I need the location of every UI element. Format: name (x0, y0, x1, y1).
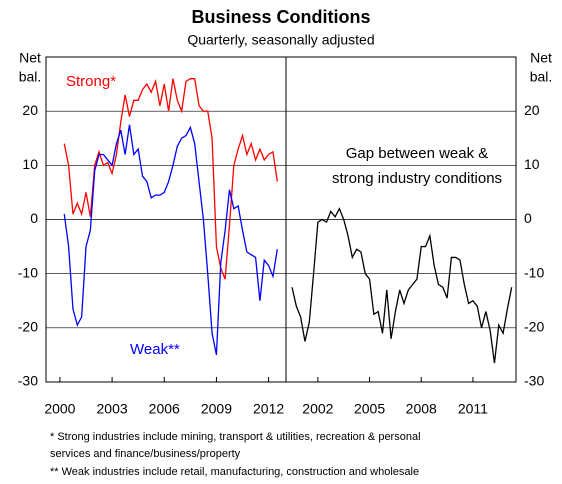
plot-frame (45, 56, 517, 383)
annotation: strong industry conditions (332, 170, 502, 187)
x-tick-label: 2012 (253, 401, 284, 417)
y-axis-label: bal. (530, 69, 553, 85)
x-tick-label: 2002 (302, 401, 333, 417)
annotation: Gap between weak & (346, 145, 489, 162)
x-tick-label: 2011 (458, 401, 488, 417)
y-tick-label: 10 (22, 156, 38, 172)
series-label: Weak** (130, 341, 180, 358)
x-tick-label: 2006 (149, 401, 180, 417)
y-tick-label: -10 (18, 264, 38, 280)
y-tick-label: 20 (22, 102, 38, 118)
x-tick-label: 2008 (406, 401, 437, 417)
y-tick-label: -10 (524, 264, 544, 280)
chart-title: Business Conditions (191, 7, 370, 27)
footnote: services and finance/business/property (50, 448, 241, 460)
y-axis-label: bal. (19, 69, 42, 85)
y-tick-label: -30 (524, 373, 544, 389)
y-tick-label: 10 (524, 156, 540, 172)
series-label: Strong* (66, 73, 116, 90)
data-line (291, 207, 513, 364)
y-tick-label: 20 (524, 102, 540, 118)
y-tick-label: -20 (18, 319, 38, 335)
x-tick-label: 2009 (201, 401, 232, 417)
y-tick-label: -30 (18, 373, 38, 389)
x-tick-label: 2000 (44, 401, 75, 417)
footnote: * Strong industries include mining, tran… (50, 431, 421, 443)
footnote: ** Weak industries include retail, manuf… (50, 466, 419, 478)
x-tick-label: 2003 (97, 401, 128, 417)
y-tick-label: -20 (524, 319, 544, 335)
x-tick-label: 2005 (354, 401, 385, 417)
y-tick-label: 0 (30, 210, 38, 226)
y-axis-label: Net (530, 50, 552, 66)
data-line (63, 124, 278, 356)
y-tick-label: 0 (524, 210, 532, 226)
y-axis-label: Net (19, 50, 41, 66)
chart-subtitle: Quarterly, seasonally adjusted (187, 32, 374, 48)
data-line (63, 78, 278, 280)
